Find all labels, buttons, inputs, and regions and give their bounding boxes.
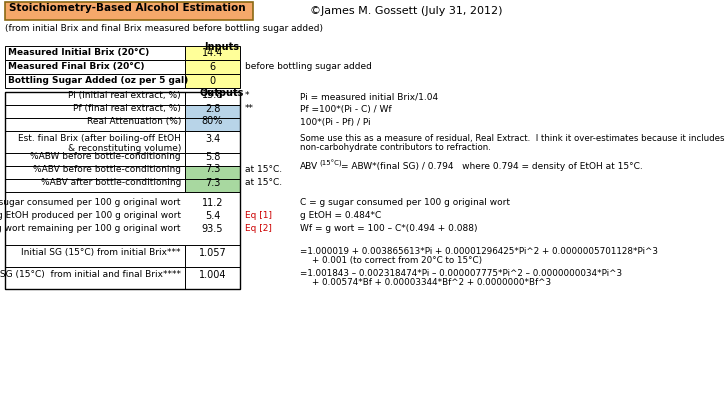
Text: before bottling sugar added: before bottling sugar added xyxy=(245,62,372,71)
Text: Measured Initial Brix (20°C): Measured Initial Brix (20°C) xyxy=(8,48,149,57)
Text: + 0.001 (to correct from 20°C to 15°C): + 0.001 (to correct from 20°C to 15°C) xyxy=(312,256,482,265)
Text: g sugar consumed per 100 g original wort: g sugar consumed per 100 g original wort xyxy=(0,198,181,207)
Bar xyxy=(5,92,240,289)
Bar xyxy=(185,179,240,192)
Text: 3.4: 3.4 xyxy=(205,134,220,144)
Bar xyxy=(5,267,185,289)
Text: %ABW before bottle-conditioning: %ABW before bottle-conditioning xyxy=(30,152,181,161)
Text: %ABV before bottle-conditioning: %ABV before bottle-conditioning xyxy=(33,165,181,174)
Bar xyxy=(185,92,240,105)
Text: + 0.00574*Bf + 0.00003344*Bf^2 + 0.0000000*Bf^3: + 0.00574*Bf + 0.00003344*Bf^2 + 0.00000… xyxy=(312,278,551,287)
Text: =1.000019 + 0.003865613*Pi + 0.00001296425*Pi^2 + 0.0000005701128*Pi^3: =1.000019 + 0.003865613*Pi + 0.000012964… xyxy=(300,247,658,256)
Text: 5.4: 5.4 xyxy=(204,211,220,221)
Bar xyxy=(5,179,185,192)
Text: 5.8: 5.8 xyxy=(204,151,220,161)
Text: at 15°C.: at 15°C. xyxy=(245,178,282,187)
Bar xyxy=(5,153,185,166)
Text: =1.001843 – 0.002318474*Pi – 0.000007775*Pi^2 – 0.0000000034*Pi^3: =1.001843 – 0.002318474*Pi – 0.000007775… xyxy=(300,269,622,278)
Bar xyxy=(5,74,185,88)
Text: 100*(Pi - Pf) / Pi: 100*(Pi - Pf) / Pi xyxy=(300,118,370,127)
Text: Eq [2]: Eq [2] xyxy=(245,224,272,233)
Bar xyxy=(185,118,240,131)
Text: 13.8: 13.8 xyxy=(202,91,223,101)
Text: 14.4: 14.4 xyxy=(202,48,223,58)
Bar xyxy=(5,245,185,267)
Text: Measured Final Brix (20°C): Measured Final Brix (20°C) xyxy=(8,62,144,71)
Text: 7.3: 7.3 xyxy=(204,178,220,188)
Text: Stoichiometry-Based Alcohol Estimation: Stoichiometry-Based Alcohol Estimation xyxy=(9,3,246,13)
Text: C = g sugar consumed per 100 g original wort: C = g sugar consumed per 100 g original … xyxy=(300,198,510,207)
Bar xyxy=(5,46,185,60)
Text: 80%: 80% xyxy=(202,116,223,126)
Bar xyxy=(5,166,185,179)
Text: & reconstituting volume): & reconstituting volume) xyxy=(67,144,181,153)
Text: %ABV after bottle-conditioning: %ABV after bottle-conditioning xyxy=(41,178,181,187)
Text: (from initial Brix and final Brix measured before bottling sugar added): (from initial Brix and final Brix measur… xyxy=(5,24,323,33)
Text: Inputs: Inputs xyxy=(204,42,239,52)
Bar xyxy=(185,105,240,118)
Bar xyxy=(185,46,240,60)
Bar xyxy=(185,245,240,267)
Bar xyxy=(5,60,185,74)
Text: Wf = g wort = 100 – C*(0.494 + 0.088): Wf = g wort = 100 – C*(0.494 + 0.088) xyxy=(300,224,478,233)
Text: **: ** xyxy=(245,104,254,113)
Text: ABV: ABV xyxy=(300,162,318,171)
Text: 2.8: 2.8 xyxy=(204,104,220,114)
Bar xyxy=(185,74,240,88)
Text: 6: 6 xyxy=(210,62,215,72)
Text: Final SG (15°C)  from initial and final Brix****: Final SG (15°C) from initial and final B… xyxy=(0,270,181,280)
Text: 0: 0 xyxy=(210,76,215,86)
Text: 11.2: 11.2 xyxy=(202,198,223,208)
Text: Bottling Sugar Added (oz per 5 gal): Bottling Sugar Added (oz per 5 gal) xyxy=(8,76,188,85)
Text: Eq [1]: Eq [1] xyxy=(245,211,272,220)
Text: Pf =100*(Pi - C) / Wf: Pf =100*(Pi - C) / Wf xyxy=(300,105,392,114)
Bar xyxy=(185,166,240,179)
Text: at 15°C.: at 15°C. xyxy=(245,165,282,174)
Text: 1.057: 1.057 xyxy=(199,248,226,258)
Text: (15°C): (15°C) xyxy=(319,160,341,167)
Bar xyxy=(185,267,240,289)
Text: Est. final Brix (after boiling-off EtOH: Est. final Brix (after boiling-off EtOH xyxy=(18,134,181,143)
Text: 93.5: 93.5 xyxy=(202,224,223,234)
Text: Real Attenuation (%): Real Attenuation (%) xyxy=(86,117,181,126)
Bar xyxy=(185,131,240,153)
Bar xyxy=(5,131,185,153)
Text: *: * xyxy=(245,91,249,100)
Text: Some use this as a measure of residual, Real Extract.  I think it over-estimates: Some use this as a measure of residual, … xyxy=(300,134,724,143)
Text: g EtOH = 0.484*C: g EtOH = 0.484*C xyxy=(300,211,381,220)
Text: 7.3: 7.3 xyxy=(204,164,220,174)
Text: Pf (final real extract, %): Pf (final real extract, %) xyxy=(73,104,181,113)
Text: g wort remaining per 100 g original wort: g wort remaining per 100 g original wort xyxy=(0,224,181,233)
Bar xyxy=(5,92,185,105)
Bar xyxy=(5,105,185,118)
Text: Outputs: Outputs xyxy=(200,88,244,98)
Bar xyxy=(185,153,240,166)
Text: g EtOH produced per 100 g original wort: g EtOH produced per 100 g original wort xyxy=(0,211,181,220)
Text: Pi (initial real extract, %): Pi (initial real extract, %) xyxy=(68,91,181,100)
Text: 1.004: 1.004 xyxy=(199,270,226,280)
Text: = ABW*(final SG) / 0.794   where 0.794 = density of EtOH at 15°C.: = ABW*(final SG) / 0.794 where 0.794 = d… xyxy=(341,162,643,171)
Bar xyxy=(5,118,185,131)
Text: non-carbohydrate contributors to refraction.: non-carbohydrate contributors to refract… xyxy=(300,143,491,152)
Bar xyxy=(5,2,253,20)
Bar xyxy=(185,60,240,74)
Text: Pi = measured initial Brix/1.04: Pi = measured initial Brix/1.04 xyxy=(300,92,438,101)
Text: ©James M. Gossett (July 31, 2012): ©James M. Gossett (July 31, 2012) xyxy=(310,6,502,16)
Text: Initial SG (15°C) from initial Brix***: Initial SG (15°C) from initial Brix*** xyxy=(22,248,181,258)
